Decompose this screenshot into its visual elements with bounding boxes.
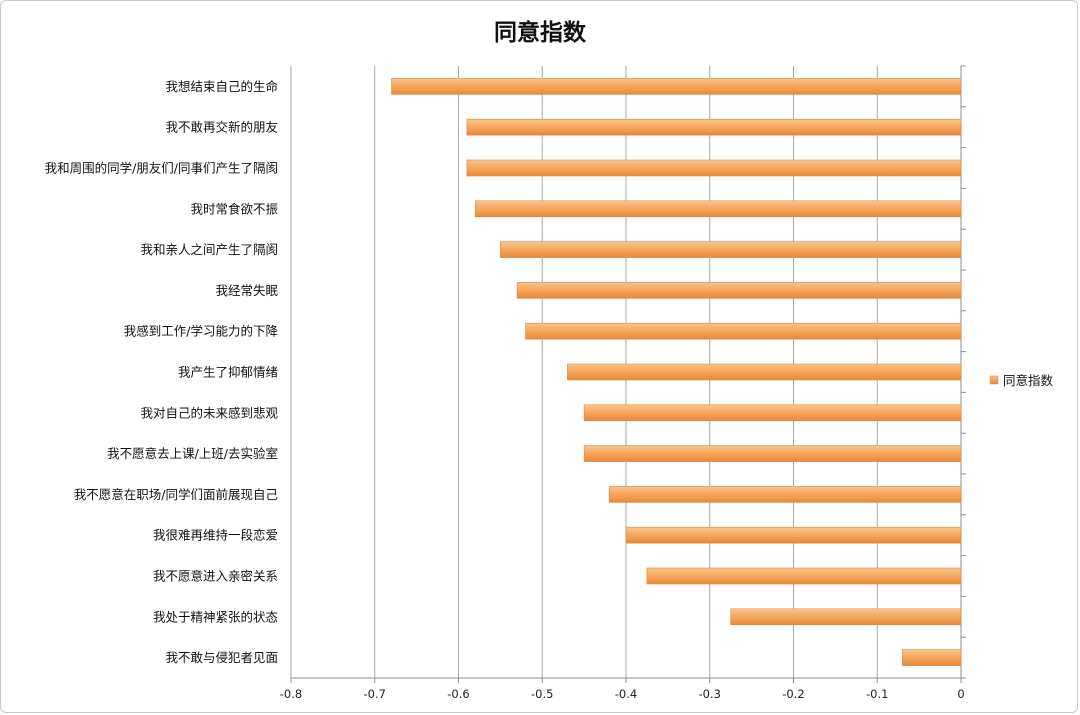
bar — [646, 567, 962, 585]
bar — [516, 282, 962, 299]
category-label: 我对自己的未来感到悲观 — [140, 405, 278, 420]
category-label: 我不愿意去上课/上班/去实验室 — [107, 446, 278, 461]
x-tick-label: -0.6 — [447, 687, 469, 701]
x-tick-label: -0.5 — [531, 687, 553, 701]
category-label: 我和周围的同学/朋友们/同事们产生了隔阂 — [45, 161, 278, 176]
category-label: 我很难再维持一段恋爱 — [153, 528, 278, 543]
category-label: 我经常失眠 — [215, 283, 278, 298]
category-label: 我产生了抑郁情绪 — [178, 365, 278, 380]
bar — [500, 241, 962, 258]
bar — [474, 200, 962, 218]
category-label: 我不敢与侵犯者见面 — [165, 650, 278, 665]
legend-swatch — [989, 375, 999, 385]
legend-label: 同意指数 — [1003, 373, 1054, 388]
category-label: 我想结束自己的生命 — [165, 79, 278, 94]
x-tick-label: -0.3 — [699, 687, 721, 701]
bar — [625, 526, 962, 544]
x-tick-label: -0.4 — [615, 687, 637, 701]
category-label: 我不愿意在职场/同学们面前展现自己 — [74, 487, 278, 502]
x-tick-label: -0.8 — [280, 687, 302, 701]
x-tick-label: 0 — [957, 687, 964, 701]
category-label: 我处于精神紧张的状态 — [153, 609, 278, 624]
bar — [466, 118, 962, 136]
x-tick-label: -0.7 — [364, 687, 386, 701]
category-label: 我感到工作/学习能力的下降 — [124, 324, 279, 339]
bar — [583, 445, 962, 462]
category-label: 我和亲人之间产生了隔阂 — [140, 242, 278, 257]
category-label: 我不愿意进入亲密关系 — [153, 569, 278, 584]
category-label: 我时常食欲不振 — [190, 201, 278, 216]
bar — [567, 363, 962, 381]
bar — [608, 486, 962, 503]
bar — [391, 78, 962, 95]
x-tick-label: -0.1 — [866, 687, 888, 701]
x-tick-label: -0.2 — [782, 687, 804, 701]
bar — [466, 159, 962, 177]
bar — [525, 322, 962, 340]
bar — [583, 404, 962, 422]
bar — [730, 608, 962, 626]
chart-title: 同意指数 — [494, 19, 587, 46]
bar — [902, 649, 962, 666]
category-label: 我不敢再交新的朋友 — [165, 120, 278, 135]
